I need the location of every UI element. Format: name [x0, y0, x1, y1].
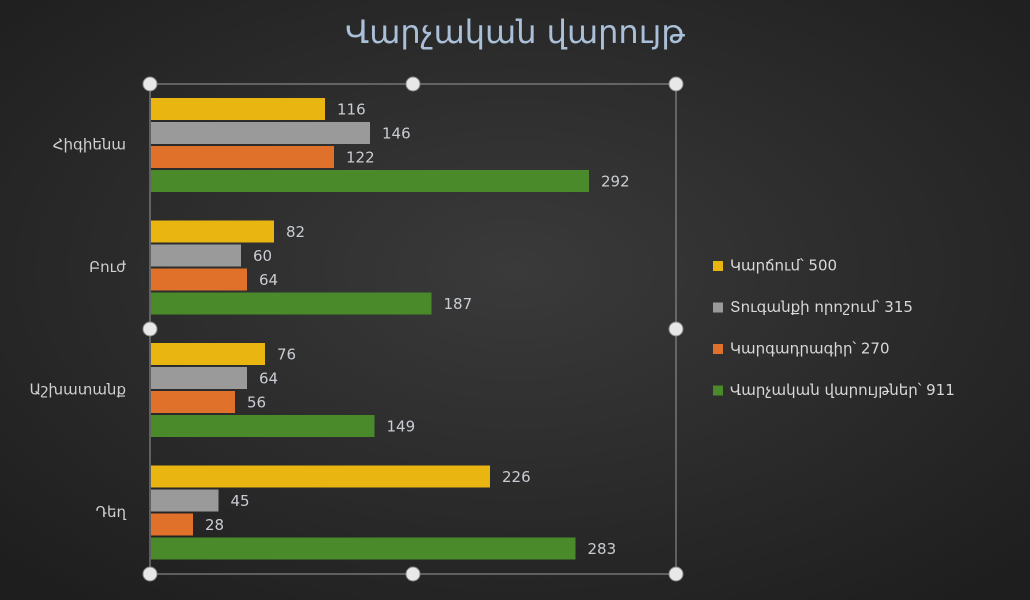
value-label: 64 [259, 370, 278, 388]
value-label: 60 [253, 247, 272, 265]
bar [151, 292, 432, 315]
value-label: 64 [259, 271, 278, 289]
bar [151, 146, 334, 168]
value-label: 226 [502, 468, 531, 486]
y-tick-label: Դեղ [96, 503, 127, 521]
value-label: 122 [346, 149, 375, 167]
value-label: 76 [277, 346, 296, 364]
value-label: 28 [205, 516, 224, 534]
y-tick-label: Բուժ [89, 258, 126, 276]
legend-label: Կարգադրագիր՝ 270 [730, 340, 890, 358]
value-label: 116 [337, 101, 366, 119]
bar [151, 391, 235, 413]
bar [151, 489, 219, 512]
bar [151, 343, 265, 365]
value-label: 187 [444, 295, 473, 313]
bar [151, 220, 274, 243]
legend-swatch [713, 385, 723, 396]
bar [151, 122, 370, 144]
legend-swatch [713, 344, 723, 354]
legend-label: Տուգանքի որոշում՝ 315 [730, 298, 913, 316]
value-label: 149 [387, 418, 416, 436]
value-label: 82 [286, 223, 305, 241]
value-label: 56 [247, 394, 266, 412]
bar [151, 244, 241, 267]
bar [151, 98, 325, 120]
legend-swatch [713, 302, 723, 313]
bar [151, 268, 247, 291]
selection-handles [142, 76, 684, 582]
bar [151, 415, 375, 437]
bar [151, 367, 247, 389]
value-label: 45 [231, 492, 250, 510]
legend-swatch [713, 261, 723, 271]
chart-title: Վարչական վարույթ [345, 13, 685, 51]
value-label: 283 [588, 540, 617, 558]
bar [151, 513, 193, 536]
legend-label: Կարճում՝ 500 [730, 257, 837, 275]
bar [151, 170, 589, 192]
legend-label: Վարչական վարույթներ՝ 911 [730, 381, 955, 399]
bar [151, 465, 490, 488]
bar [151, 537, 576, 560]
y-tick-label: Աշխատանք [29, 381, 126, 399]
value-label: 292 [601, 173, 630, 191]
y-tick-label: Հիգիենա [53, 136, 126, 154]
value-label: 146 [382, 125, 411, 143]
